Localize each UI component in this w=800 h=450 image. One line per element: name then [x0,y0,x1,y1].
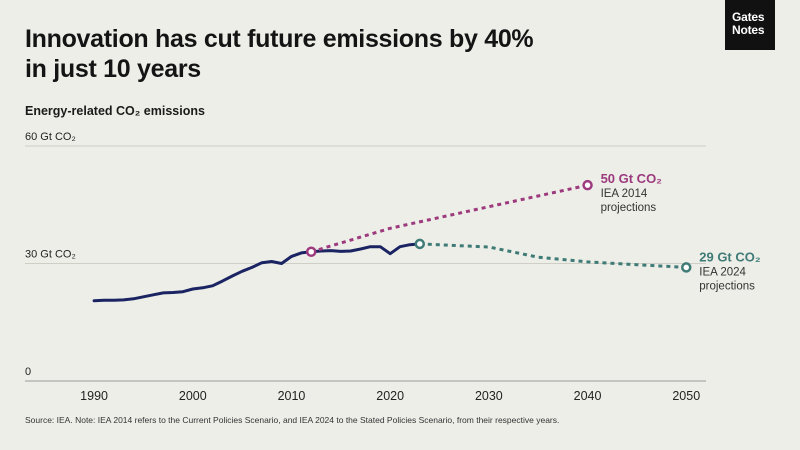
chart-title: Innovation has cut future emissions by 4… [25,25,534,83]
logo-line-1: Gates [732,10,765,24]
iea2014-end-marker [582,179,593,191]
x-tick-label: 1990 [80,389,108,403]
iea2024-label-line1: IEA 2024 [699,266,746,278]
x-tick-label: 2050 [672,389,700,403]
logo-line-2: Notes [732,23,765,37]
iea2014-label-line2: projections [601,202,657,214]
iea2014-label-line1: IEA 2014 [601,188,648,200]
x-tick-label: 2000 [179,389,207,403]
iea2024-start-marker [414,238,426,250]
x-tick-label: 2030 [475,389,503,403]
y-tick-label: 60 Gt CO₂ [25,131,76,143]
iea2014-start-marker [305,246,317,257]
x-tick-label: 2010 [278,389,306,403]
x-tick-label: 2020 [376,389,404,403]
y-tick-label: 30 Gt CO₂ [25,249,76,261]
iea2024-end-marker [681,262,692,273]
iea2024-value-label: 29 Gt CO₂ [699,249,761,264]
series-line-iea2024 [419,242,687,269]
y-tick-label: 0 [25,366,31,378]
x-tick-label: 2040 [574,389,602,403]
iea2014-value-label: 50 Gt CO₂ [601,171,663,186]
gates-notes-logo: Gates Notes [725,0,775,50]
series-line-historical [92,242,422,303]
iea2024-label-line2: projections [699,280,755,292]
chart-subtitle: Energy-related CO₂ emissions [25,104,205,118]
series-line-iea2014 [310,183,588,254]
source-note: Source: IEA. Note: IEA 2014 refers to th… [25,415,560,425]
